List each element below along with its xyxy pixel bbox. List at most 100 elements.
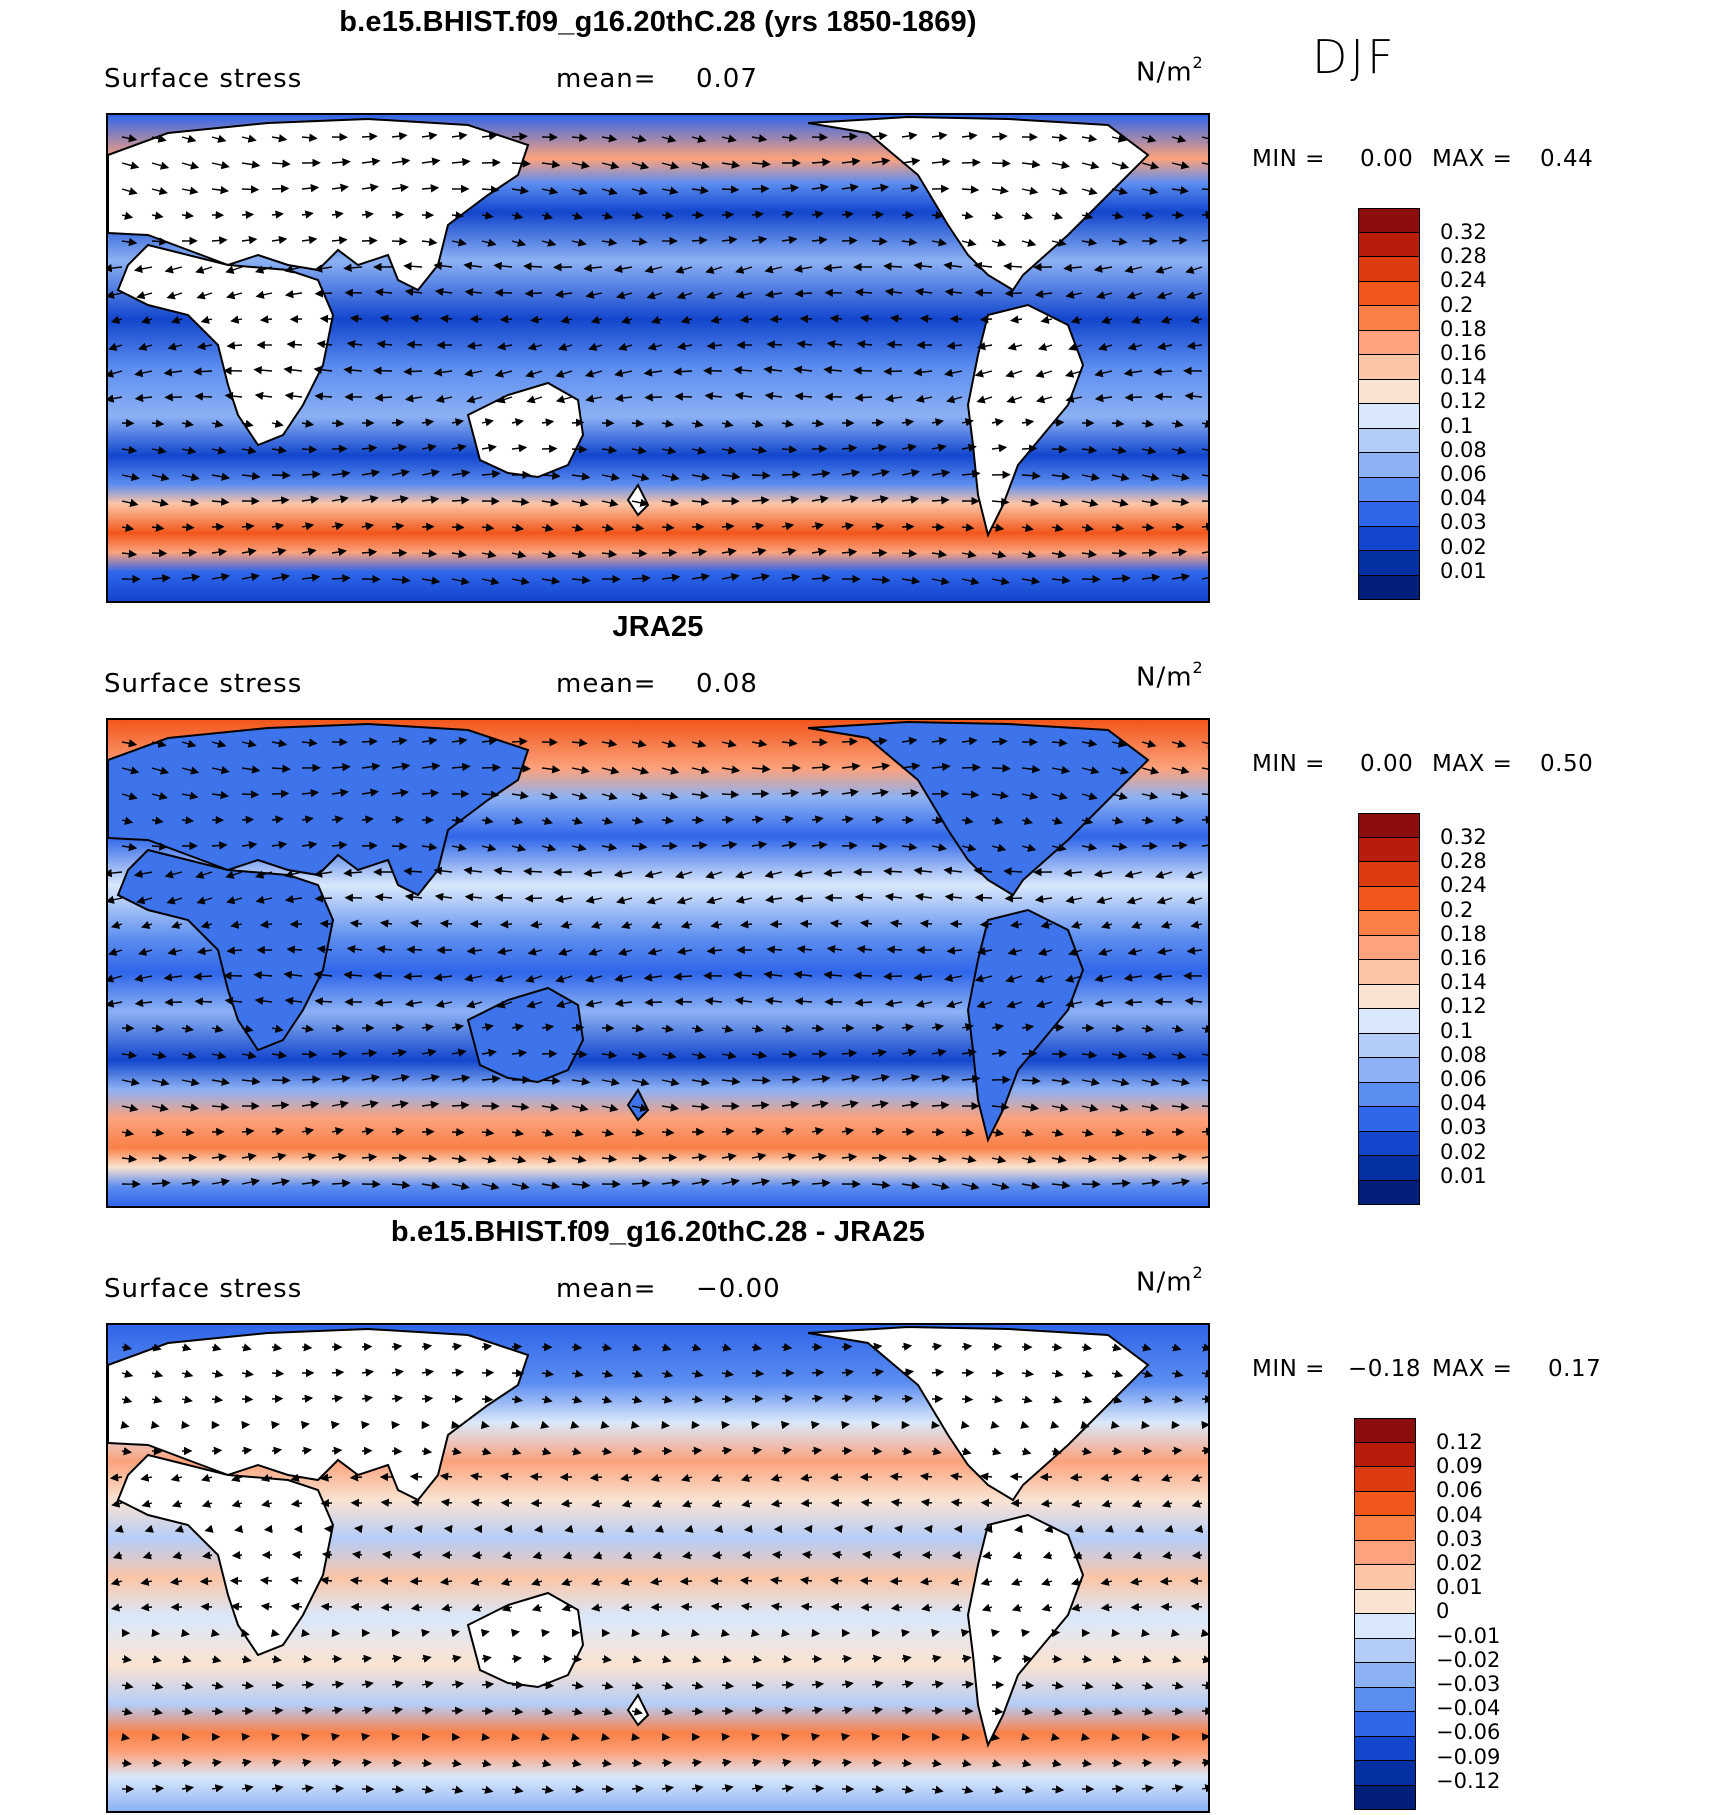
mean-value: 0.07 (696, 64, 758, 94)
colorbar-swatch (1358, 984, 1420, 1009)
colorbar-swatch (1358, 886, 1420, 911)
colorbar-tick-label: 0.01 (1440, 558, 1487, 583)
colorbar-swatch (1358, 911, 1420, 936)
colorbar-swatch (1358, 813, 1420, 838)
colorbar-tick-label: 0.02 (1440, 1139, 1487, 1164)
colorbar-labels: 0.32 0.28 0.24 0.2 0.18 0.16 0.14 0.12 0.1 0.08 0.… (1440, 220, 1487, 583)
colorbar-tick-label: −0.01 (1436, 1623, 1501, 1648)
panel-title: b.e15.BHIST.f09_g16.20thC.28 - JRA25 (390, 1216, 926, 1248)
colorbar-swatch (1354, 1687, 1416, 1712)
colorbar-labels: 0.32 0.28 0.24 0.2 0.18 0.16 0.14 0.12 0.1 0.08 0.… (1440, 825, 1487, 1188)
mean-label: mean= (556, 669, 657, 699)
colorbar-tick-label: 0.02 (1440, 534, 1487, 559)
colorbar-tick-label: 0.24 (1440, 268, 1487, 293)
colorbar-tick-label: −0.03 (1436, 1672, 1501, 1697)
colorbar-tick-label: 0.16 (1440, 946, 1487, 971)
mean-value: −0.00 (696, 1274, 781, 1304)
colorbar-tick-label: −0.06 (1436, 1720, 1501, 1745)
colorbar (1358, 813, 1420, 1205)
colorbar-swatch (1354, 1761, 1416, 1786)
colorbar-swatch (1354, 1614, 1416, 1639)
colorbar-swatch (1358, 330, 1420, 355)
colorbar-swatch (1358, 306, 1420, 331)
colorbar-swatch (1354, 1540, 1416, 1565)
colorbar-swatch (1358, 232, 1420, 257)
mean-label: mean= (556, 64, 657, 94)
colorbar-tick-label: 0.09 (1436, 1454, 1483, 1479)
colorbar-swatch (1358, 575, 1420, 600)
colorbar-swatch (1354, 1638, 1416, 1663)
colorbar-tick-label: 0.08 (1440, 437, 1487, 462)
colorbar-swatch (1354, 1589, 1416, 1614)
colorbar-swatch (1358, 453, 1420, 478)
colorbar-swatch (1358, 1131, 1420, 1156)
min-label: MIN = (1252, 146, 1325, 172)
colorbar-labels: 0.12 0.09 0.06 0.04 0.03 0.02 0.01 0 −0.01 −0.02−… (1436, 1430, 1500, 1793)
max-label: MAX = (1432, 751, 1513, 777)
colorbar-tick-label: 0.03 (1440, 1115, 1487, 1140)
variable-label: Surface stress (104, 1274, 303, 1304)
colorbar-swatch (1358, 1033, 1420, 1058)
colorbar-swatch (1358, 862, 1420, 887)
stress-map (106, 113, 1210, 603)
panel-difference: b.e15.BHIST.f09_g16.20thC.28 - JRA25 Sur… (0, 1210, 1710, 1815)
colorbar (1358, 208, 1420, 600)
max-value: 0.50 (1540, 751, 1594, 777)
colorbar-swatch (1354, 1736, 1416, 1761)
min-value: 0.00 (1360, 146, 1414, 172)
colorbar-tick-label: 0.03 (1436, 1526, 1483, 1551)
colorbar-swatch (1358, 1058, 1420, 1083)
colorbar-tick-label: 0.32 (1440, 825, 1487, 849)
colorbar-swatch (1358, 428, 1420, 453)
mean-value: 0.08 (696, 669, 758, 699)
colorbar-tick-label: 0.02 (1436, 1551, 1483, 1576)
colorbar-swatch (1354, 1785, 1416, 1810)
colorbar-tick-label: 0.03 (1440, 510, 1487, 535)
colorbar-swatch (1354, 1663, 1416, 1688)
colorbar-swatch (1358, 477, 1420, 502)
colorbar-swatch (1358, 551, 1420, 576)
min-value: 0.00 (1360, 751, 1414, 777)
colorbar-tick-label: 0.32 (1440, 220, 1487, 244)
colorbar-swatch (1358, 960, 1420, 985)
colorbar-tick-label: 0 (1436, 1599, 1450, 1624)
colorbar-tick-label: 0.16 (1440, 341, 1487, 366)
colorbar-tick-label: 0.28 (1440, 244, 1487, 269)
colorbar-tick-label: 0.04 (1440, 486, 1487, 511)
units-label: N/m2 (1136, 1263, 1204, 1298)
season-label: DJF (1312, 30, 1397, 84)
max-value: 0.44 (1540, 146, 1594, 172)
colorbar-swatch (1358, 1156, 1420, 1181)
colorbar-tick-label: 0.12 (1436, 1430, 1483, 1454)
colorbar-swatch (1358, 355, 1420, 380)
panel-model: b.e15.BHIST.f09_g16.20thC.28 (yrs 1850-1… (0, 0, 1710, 605)
stress-map (106, 718, 1210, 1208)
colorbar-tick-label: 0.2 (1440, 897, 1474, 922)
colorbar-swatch (1358, 1082, 1420, 1107)
colorbar-swatch (1354, 1467, 1416, 1492)
panel-title: JRA25 (612, 611, 704, 643)
colorbar-swatch (1354, 1516, 1416, 1541)
colorbar-swatch (1354, 1565, 1416, 1590)
colorbar-tick-label: −0.02 (1436, 1647, 1501, 1672)
colorbar-tick-label: 0.04 (1436, 1502, 1483, 1527)
max-label: MAX = (1432, 1356, 1513, 1382)
colorbar-tick-label: 0.06 (1440, 1067, 1487, 1092)
panel-title: b.e15.BHIST.f09_g16.20thC.28 (yrs 1850-1… (339, 6, 977, 38)
min-label: MIN = (1252, 1356, 1325, 1382)
max-label: MAX = (1432, 146, 1513, 172)
colorbar-tick-label: 0.08 (1440, 1042, 1487, 1067)
colorbar-swatch (1358, 1107, 1420, 1132)
colorbar-swatch (1354, 1712, 1416, 1737)
colorbar-swatch (1358, 526, 1420, 551)
min-label: MIN = (1252, 751, 1325, 777)
colorbar-tick-label: 0.14 (1440, 970, 1487, 995)
colorbar-swatch (1358, 281, 1420, 306)
colorbar-tick-label: 0.18 (1440, 921, 1487, 946)
colorbar-swatch (1354, 1491, 1416, 1516)
colorbar-swatch (1354, 1442, 1416, 1467)
variable-label: Surface stress (104, 64, 303, 94)
colorbar-swatch (1358, 837, 1420, 862)
colorbar-tick-label: 0.06 (1436, 1478, 1483, 1503)
colorbar-tick-label: 0.1 (1440, 413, 1474, 438)
